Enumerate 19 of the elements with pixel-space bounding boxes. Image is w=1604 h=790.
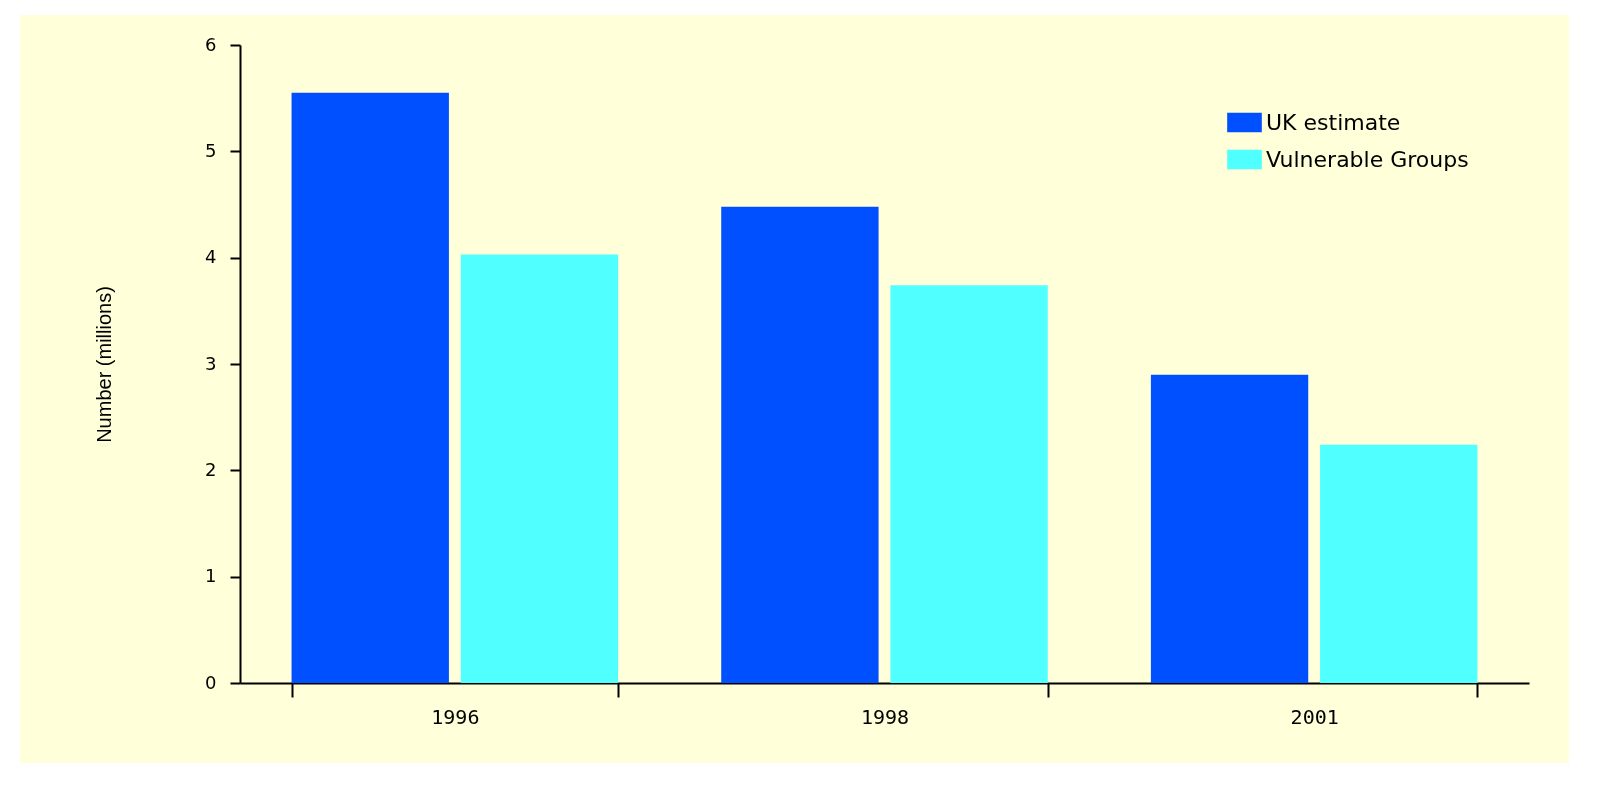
- y-tick-label: 6: [205, 33, 217, 55]
- x-tick-label: 2001: [1290, 704, 1339, 729]
- x-tick-label: 1996: [431, 704, 480, 729]
- legend-label: Vulnerable Groups: [1266, 146, 1469, 172]
- legend-label: UK estimate: [1266, 109, 1401, 135]
- x-tick-label: 1998: [860, 704, 910, 729]
- bar: [890, 285, 1048, 683]
- bar: [721, 206, 879, 683]
- bar: [1320, 444, 1478, 683]
- bar: [291, 92, 449, 683]
- y-tick-label: 3: [205, 352, 217, 374]
- y-tick-label: 4: [205, 246, 217, 268]
- y-tick-label: 2: [205, 458, 217, 480]
- y-axis-title: Number (millions): [93, 286, 116, 443]
- y-tick-label: 1: [205, 565, 217, 587]
- bar: [1150, 374, 1309, 683]
- y-tick-label: 0: [205, 671, 217, 693]
- y-tick-label: 5: [205, 139, 217, 161]
- bar: [460, 254, 619, 683]
